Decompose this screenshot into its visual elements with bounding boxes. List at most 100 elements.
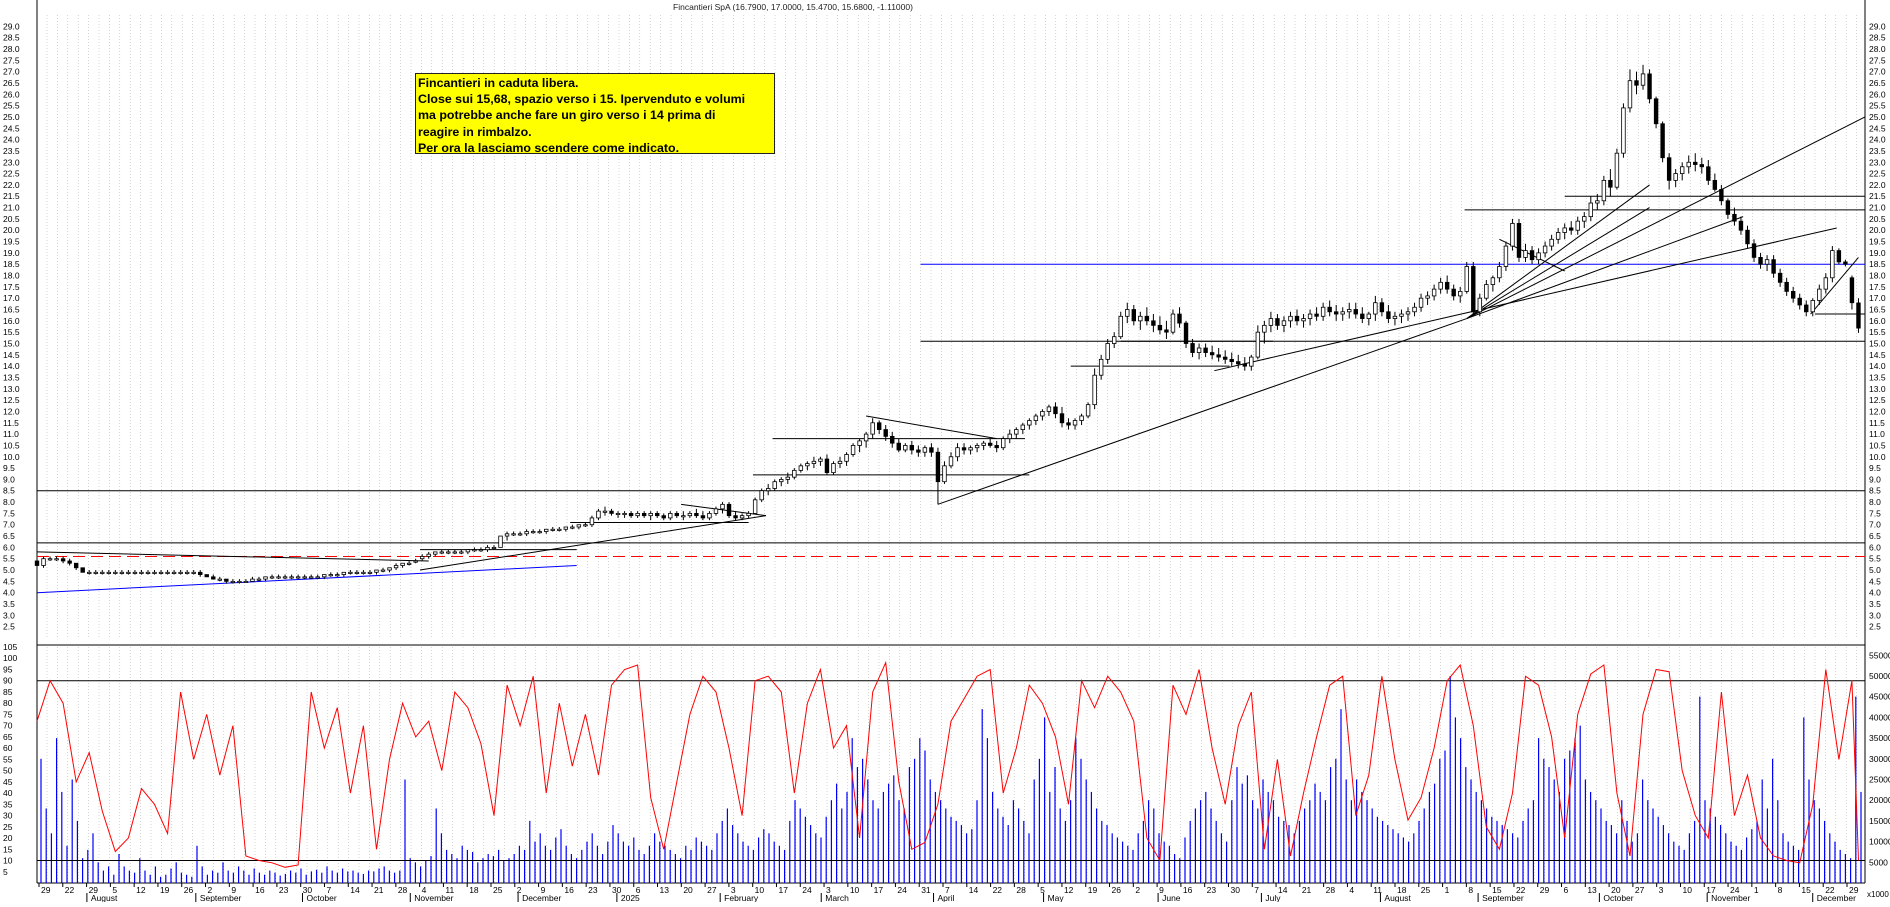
candle-body — [406, 562, 412, 565]
trendline — [681, 503, 767, 517]
candle-body — [1059, 413, 1065, 424]
candle-body — [1790, 290, 1796, 299]
candle-body — [1562, 227, 1567, 233]
candle-body — [1817, 288, 1822, 301]
candle-body — [1484, 284, 1489, 299]
price-tick-left: 22.0 — [3, 180, 20, 190]
candle-body — [1262, 324, 1267, 333]
candle-body — [1255, 331, 1261, 358]
candle-body — [974, 445, 980, 449]
candle-body — [224, 578, 229, 582]
volume-tick: 30000 — [1869, 754, 1890, 764]
candle-body — [1738, 220, 1744, 231]
candle-body — [237, 580, 242, 583]
candle-body — [1170, 313, 1176, 333]
candle-body — [1686, 161, 1691, 168]
candle-body — [485, 546, 490, 551]
candle-body — [1680, 166, 1685, 174]
day-tick-label: 14 — [969, 885, 979, 895]
candle-body — [374, 569, 379, 573]
candle-body — [772, 481, 777, 489]
candle-body — [328, 574, 333, 577]
oscillator-tick: 10 — [3, 856, 13, 866]
candle-body — [1542, 245, 1548, 254]
candle-body — [942, 465, 947, 483]
candle-body — [250, 578, 255, 582]
volume-tick: 10000 — [1869, 837, 1890, 847]
trendline — [1214, 227, 1837, 372]
candle-body — [1849, 277, 1855, 304]
oscillator-tick: 20 — [3, 833, 13, 843]
volume-tick: 20000 — [1869, 795, 1890, 805]
trendline — [1466, 207, 1650, 319]
support-resistance-lines — [36, 195, 1865, 594]
day-tick-label: 17 — [778, 885, 788, 895]
day-tick-label: 3 — [731, 885, 736, 895]
candle-body — [41, 558, 46, 566]
trendline — [1466, 184, 1650, 319]
candle-body — [1758, 257, 1763, 265]
price-tick-right: 8.0 — [1869, 497, 1881, 507]
candle-body — [413, 560, 418, 563]
candle-body — [857, 440, 862, 446]
candle-body — [1353, 309, 1358, 315]
price-tick-right: 27.5 — [1869, 55, 1886, 65]
month-label: August — [1384, 893, 1411, 902]
candle-body — [1307, 313, 1313, 319]
price-tick-left: 8.5 — [3, 486, 15, 496]
candle-body — [433, 551, 438, 555]
price-tick-left: 28.0 — [3, 44, 20, 54]
annotation-line: Fincantieri in caduta libera. — [418, 76, 579, 90]
candle-body — [909, 445, 915, 451]
month-label: December — [522, 893, 561, 902]
price-tick-right: 20.0 — [1869, 225, 1886, 235]
oscillator-tick: 45 — [3, 777, 13, 787]
time-axis: 29 22 29 5 12 19 26 2 9 16 23 30 7 14 21 28 4 11 18 25 2 9 16 2… — [38, 883, 1889, 903]
day-tick-label: 7 — [1254, 885, 1259, 895]
candle-body — [1660, 123, 1665, 159]
candle-body — [987, 442, 993, 446]
trendline — [1810, 257, 1859, 315]
annotation-box: Fincantieri in caduta libera. Close sui … — [415, 73, 775, 155]
month-label: July — [1265, 893, 1281, 902]
price-tick-right: 20.5 — [1869, 214, 1886, 224]
candle-body — [1001, 438, 1006, 449]
price-tick-left: 24.5 — [3, 123, 20, 133]
candle-body — [537, 531, 542, 534]
candle-body — [929, 447, 934, 453]
candle-body — [557, 528, 562, 531]
oscillator-tick: 25 — [3, 822, 13, 832]
price-tick-left: 9.0 — [3, 474, 15, 484]
candle-body — [348, 571, 353, 574]
price-tick-right: 28.5 — [1869, 33, 1886, 43]
candle-body — [1719, 189, 1724, 202]
price-tick-right: 11.0 — [1869, 429, 1885, 439]
day-tick-label: 14 — [1278, 885, 1288, 895]
candle-body — [1373, 302, 1378, 315]
day-tick-label: 24 — [802, 885, 812, 895]
trendline — [866, 415, 997, 440]
candle-body — [1379, 302, 1385, 313]
candle-body — [171, 571, 177, 574]
candle-body — [1444, 281, 1450, 290]
oscillator-tick: 105 — [3, 642, 17, 652]
candle-body — [1843, 261, 1848, 265]
price-tick-right: 17.5 — [1869, 282, 1886, 292]
candle-body — [655, 513, 660, 517]
candle-body — [1216, 354, 1221, 358]
price-tick-left: 29.0 — [3, 21, 20, 31]
candle-body — [1764, 259, 1770, 265]
candle-body — [446, 551, 451, 554]
price-tick-left: 2.5 — [3, 622, 15, 632]
day-tick-label: 9 — [231, 885, 236, 895]
candle-body — [1503, 245, 1509, 267]
candle-body — [1471, 266, 1476, 313]
day-tick-label: 11 — [445, 885, 454, 895]
candle-body — [100, 571, 105, 574]
price-tick-left: 27.5 — [3, 55, 20, 65]
candle-body — [1510, 223, 1515, 247]
price-tick-left: 10.0 — [3, 452, 20, 462]
